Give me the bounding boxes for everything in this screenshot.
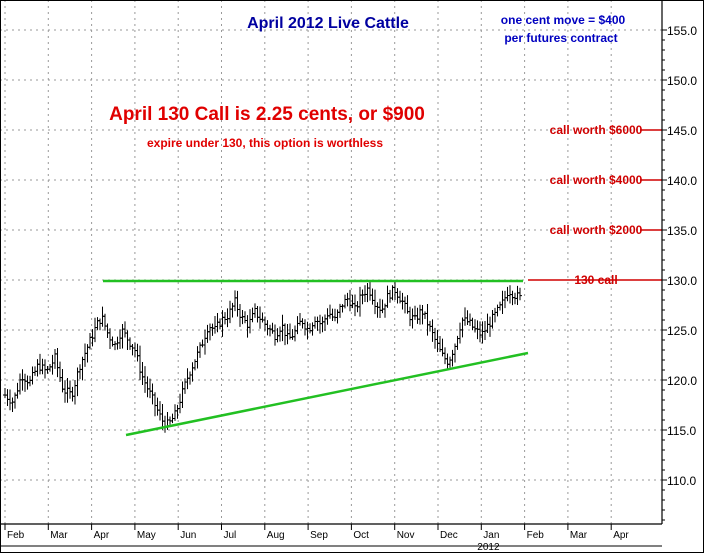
x-tick-label-5: Jul [224, 530, 237, 541]
level-label-2: call worth $2000 [550, 223, 643, 237]
headline-text: April 130 Call is 2.25 cents, or $900 [109, 104, 425, 125]
price-bars [3, 280, 522, 433]
x-tick-label-11: Jan [483, 530, 499, 541]
subline-text: expire under 130, this option is worthle… [147, 136, 383, 150]
x-tick-label-8: Oct [353, 530, 369, 541]
y-tick-label-4: 130.0 [667, 274, 697, 288]
y-tick-label-6: 140.0 [667, 174, 697, 188]
ohlc-bar [518, 287, 522, 301]
x-tick-label-6: Aug [267, 530, 285, 541]
y-tick-label-8: 150.0 [667, 74, 697, 88]
level-markers: 130 call call worth $6000 call worth $4000… [528, 123, 662, 287]
y-tick-label-1: 115.0 [667, 424, 696, 438]
y-tick-label-7: 145.0 [667, 124, 697, 138]
x-tick-label-0: Feb [7, 530, 25, 541]
y-tick-label-2: 120.0 [667, 374, 697, 388]
x-tick-label-7: Sep [310, 530, 328, 541]
y-tick-label-9: 155.0 [667, 24, 697, 38]
chart-title: April 2012 Live Cattle [247, 15, 409, 32]
x-tick-label-3: May [137, 530, 156, 541]
call-130-label: 130 call [574, 273, 617, 287]
note-line-1: one cent move = $400 [501, 13, 626, 27]
trend-lines [103, 279, 529, 437]
note-line-2: per futures contract [504, 31, 617, 45]
x-tick-label-10: Dec [440, 530, 458, 541]
x-tick-label-13: Mar [570, 530, 588, 541]
x-tick-label-2: Apr [94, 530, 110, 541]
level-label-0: call worth $6000 [550, 123, 643, 137]
x-tick-label-14: Apr [613, 530, 629, 541]
x-tick-label-12: Feb [527, 530, 545, 541]
y-tick-label-5: 135.0 [667, 224, 697, 238]
x-year-label: 2012 [477, 542, 500, 553]
y-tick-label-0: 110.0 [667, 474, 696, 488]
y-tick-label-3: 125.0 [667, 324, 697, 338]
level-label-1: call worth $4000 [550, 173, 643, 187]
x-tick-label-1: Mar [50, 530, 68, 541]
x-tick-label-9: Nov [397, 530, 415, 541]
support-line [125, 351, 529, 437]
x-tick-label-4: Jun [180, 530, 196, 541]
